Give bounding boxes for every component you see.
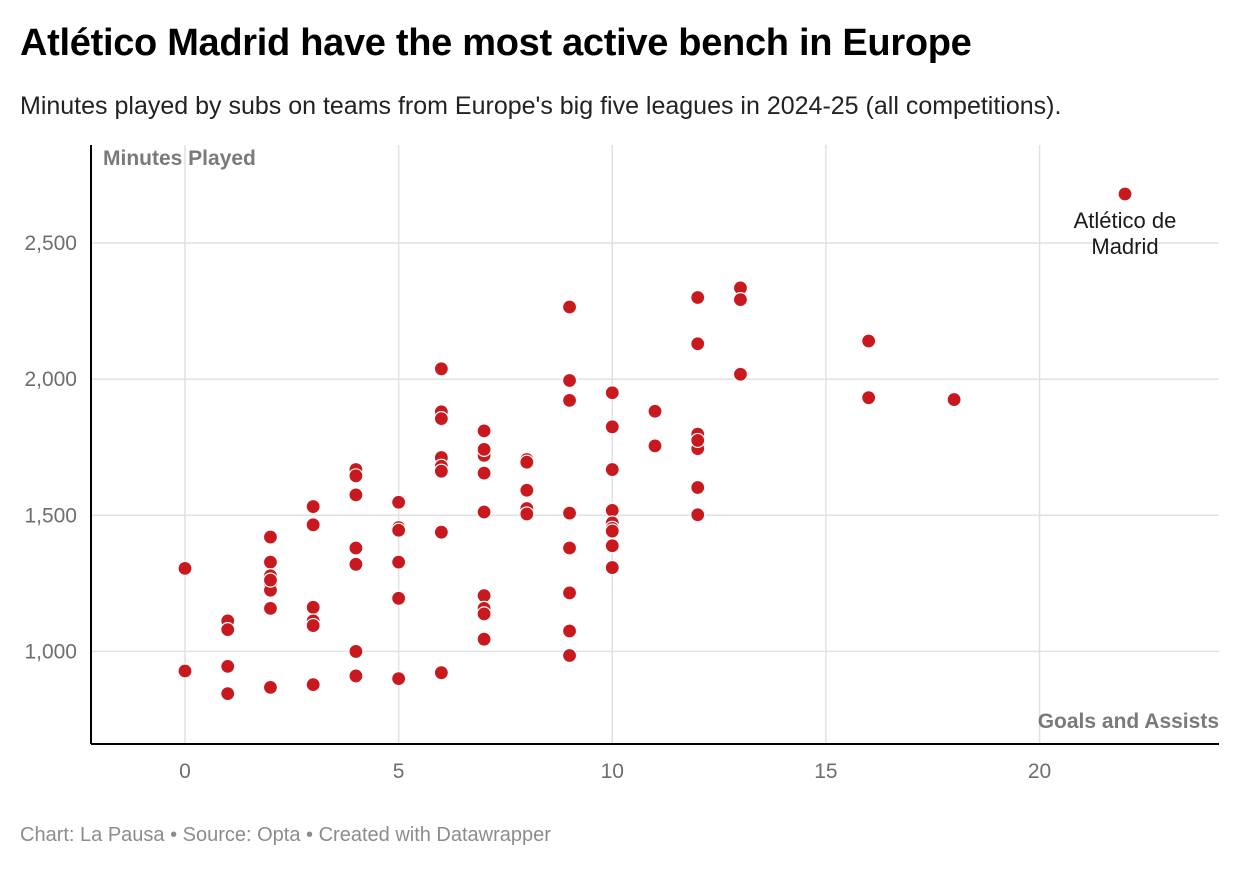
data-point <box>348 540 364 556</box>
data-point <box>262 554 279 570</box>
data-point <box>433 463 449 479</box>
data-point <box>305 498 321 515</box>
chart-footer: Chart: La Pausa • Source: Opta • Created… <box>20 824 551 846</box>
data-point <box>476 504 492 520</box>
data-point <box>690 479 706 496</box>
data-point <box>305 599 321 615</box>
data-point <box>391 522 407 538</box>
data-point <box>604 559 620 576</box>
data-point <box>690 507 706 523</box>
data-point <box>561 540 578 556</box>
x-tick-label: 20 <box>1028 760 1051 783</box>
data-point <box>561 585 578 601</box>
x-tick-label: 15 <box>814 760 837 783</box>
y-tick-label: 1,500 <box>24 504 77 527</box>
data-point <box>561 392 578 408</box>
data-point <box>262 529 279 545</box>
data-point <box>690 432 706 449</box>
data-point <box>1117 186 1133 202</box>
annotations: Atlético de Madrid <box>1074 208 1177 259</box>
data-point <box>220 622 236 638</box>
data-point <box>262 679 279 695</box>
data-point <box>604 419 620 435</box>
data-point <box>262 572 279 588</box>
data-point <box>561 299 578 315</box>
data-point <box>647 438 663 454</box>
data-point <box>604 523 620 539</box>
data-point <box>305 677 321 693</box>
data-point <box>561 372 578 389</box>
data-point <box>690 289 706 306</box>
data-point <box>391 590 407 606</box>
x-tick-label: 5 <box>393 760 405 783</box>
data-point <box>220 658 236 675</box>
y-tick-label: 1,000 <box>24 640 77 663</box>
data-point <box>519 506 535 522</box>
data-point <box>348 668 364 684</box>
data-point <box>561 623 578 639</box>
data-point <box>476 606 492 622</box>
data-point <box>433 361 449 377</box>
data-point <box>519 482 535 498</box>
x-tick-label: 10 <box>601 760 624 783</box>
data-point <box>433 665 449 681</box>
data-point <box>732 292 749 308</box>
chart-title: Atlético Madrid have the most active ben… <box>20 22 972 64</box>
data-point <box>348 643 364 660</box>
data-point <box>561 647 578 664</box>
data-point <box>604 538 620 554</box>
data-point <box>861 390 877 406</box>
data-point <box>690 336 706 352</box>
data-point <box>391 671 407 687</box>
y-tick-label: 2,000 <box>24 368 77 391</box>
data-point <box>604 461 620 478</box>
data-point <box>220 686 236 702</box>
annotation-label: Atlético de Madrid <box>1074 208 1177 259</box>
data-point <box>433 411 449 427</box>
data-points <box>177 186 1133 702</box>
data-point <box>262 600 279 617</box>
data-point <box>476 423 492 439</box>
data-point <box>604 502 620 518</box>
data-point <box>177 663 193 679</box>
data-point <box>348 468 364 484</box>
data-point <box>348 487 364 503</box>
y-axis-title: Minutes Played <box>103 147 256 170</box>
data-point <box>732 366 749 382</box>
data-point <box>946 391 962 408</box>
y-tick-label: 2,500 <box>24 232 77 255</box>
data-point <box>476 631 492 647</box>
data-point <box>177 560 193 576</box>
data-point <box>476 465 492 481</box>
data-point <box>604 385 620 401</box>
data-point <box>561 505 578 521</box>
data-point <box>348 556 364 572</box>
data-point <box>391 494 407 510</box>
data-point <box>305 517 321 533</box>
x-tick-label: 0 <box>179 760 191 783</box>
data-point <box>476 588 492 604</box>
data-point <box>861 333 877 349</box>
x-axis-title: Goals and Assists <box>1038 710 1219 733</box>
tick-labels: 0 5 10 15 20 1,000 1,500 2,000 2,500 <box>24 232 1051 783</box>
data-point <box>519 454 535 470</box>
data-point <box>476 441 492 458</box>
data-point <box>391 554 407 570</box>
gridlines <box>91 145 1219 744</box>
axes <box>90 145 1219 745</box>
data-point <box>647 403 663 419</box>
data-point <box>305 617 321 634</box>
chart-subtitle: Minutes played by subs on teams from Eur… <box>20 92 1062 120</box>
data-point <box>433 524 449 540</box>
